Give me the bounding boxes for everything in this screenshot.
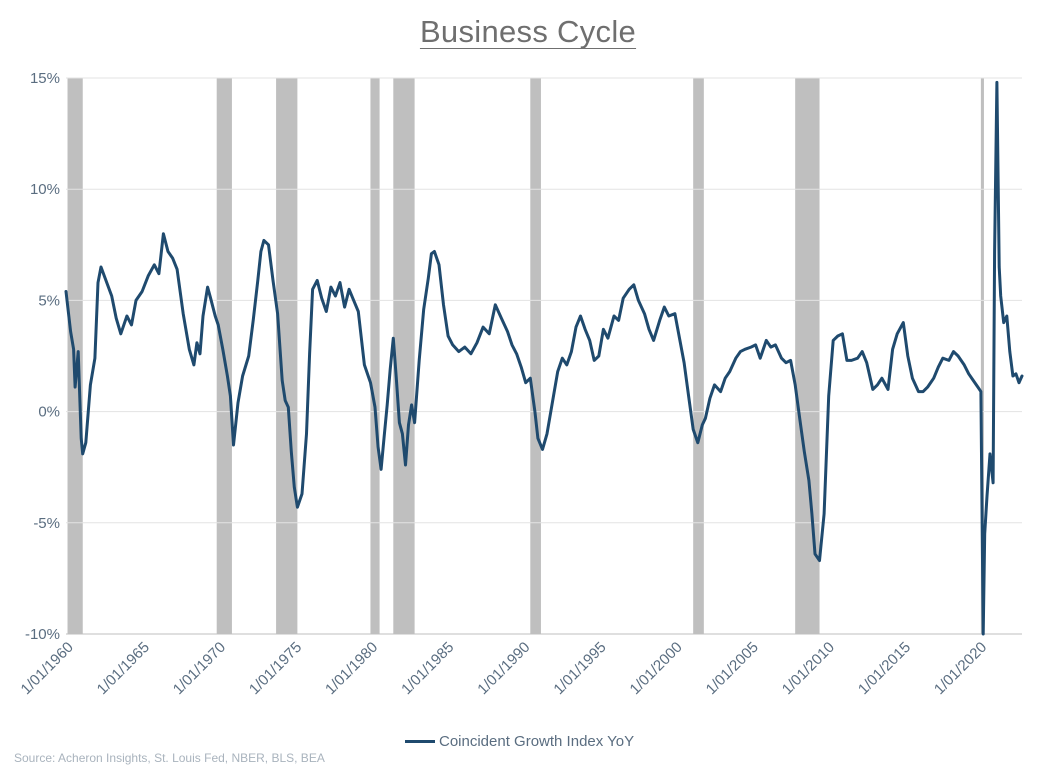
x-tick-label: 1/01/2000 [627,639,686,698]
recession-band-5 [393,78,415,634]
x-tick-label: 1/01/1985 [398,639,457,698]
y-tick-label: 0% [38,404,60,421]
y-tick-label: -10% [25,626,60,643]
y-tick-label: -5% [33,515,60,532]
recession-band-9 [980,78,984,634]
x-tick-label: 1/01/1980 [322,639,381,698]
x-tick-label: 1/01/1970 [170,639,229,698]
x-tick-label: 1/01/1990 [474,639,533,698]
y-tick-label: 15% [30,70,60,87]
gridlines [66,77,1022,635]
series-line-coincident-growth-index [64,80,1024,636]
legend: Coincident Growth Index YoY [405,731,634,751]
y-axis-ticks: 15% 10% 5% 0% -5% -10% [25,70,60,643]
recession-band-7 [693,78,704,634]
x-tick-label: 1/01/1995 [550,639,609,698]
source-note: Source: Acheron Insights, St. Louis Fed,… [14,751,325,765]
x-tick-label: 1/01/2020 [931,639,990,698]
x-tick-label: 1/01/2010 [779,639,838,698]
chart-title: Business Cycle [419,14,637,49]
x-tick-label: 1/01/2005 [703,639,762,698]
x-tick-label: 1/01/2015 [855,639,914,698]
recession-band-3 [276,78,298,634]
y-tick-label: 5% [38,292,60,309]
recession-band-4 [370,78,380,634]
y-tick-label: 10% [30,181,60,198]
x-axis-ticks: 1/01/1960 1/01/1965 1/01/1970 1/01/1975 1/01… [18,639,991,698]
x-tick-label: 1/01/1975 [246,639,305,698]
x-tick-label: 1/01/1960 [18,639,77,698]
legend-swatch [405,739,435,743]
legend-label: Coincident Growth Index YoY [439,732,635,750]
recession-band-6 [530,78,541,634]
x-tick-label: 1/01/1965 [94,639,153,698]
